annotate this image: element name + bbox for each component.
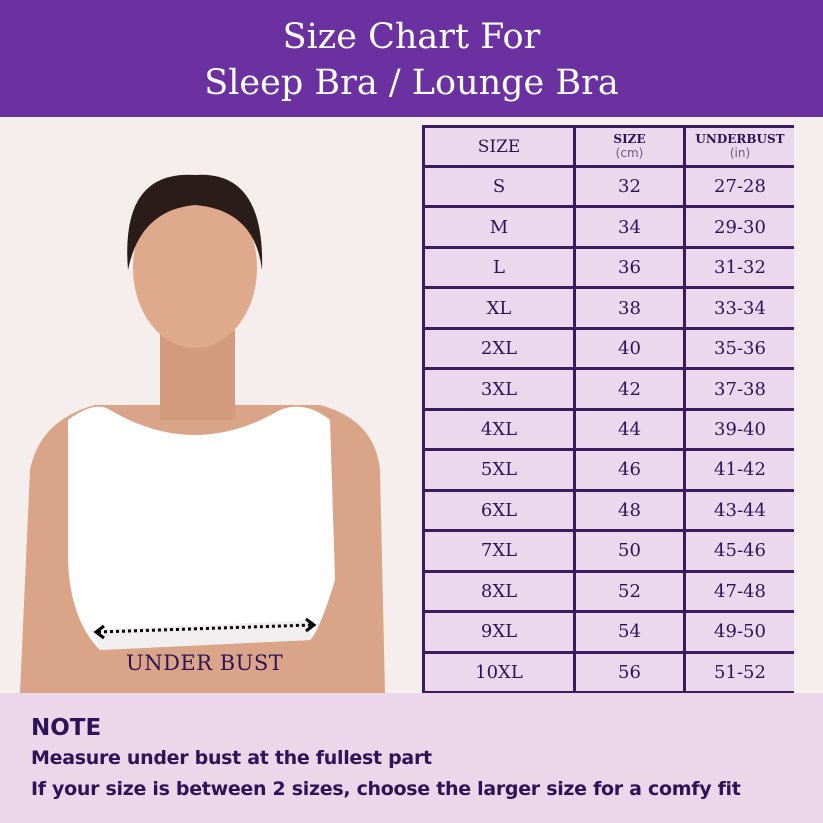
size-cm-cell: 50 — [576, 532, 683, 570]
underbust-cell: 39-40 — [686, 410, 794, 449]
size-cm-cell: 46 — [576, 451, 683, 489]
page-header: Size Chart For Sleep Bra / Lounge Bra — [0, 0, 823, 117]
size-cm-cell: 44 — [576, 410, 683, 449]
underbust-cell: 49-50 — [686, 613, 794, 651]
title-line-2: Sleep Bra / Lounge Bra — [204, 63, 619, 103]
underbust-cell: 35-36 — [686, 329, 794, 368]
header-cell-underbust: UNDERBUST (in) — [686, 128, 794, 165]
title-line-1: Size Chart For — [282, 17, 541, 57]
header-cell-size-cm: SIZE (cm) — [576, 128, 683, 165]
underbust-cell: 43-44 — [686, 491, 794, 530]
note-title: NOTE — [31, 715, 102, 741]
size-cm-cell: 42 — [576, 370, 683, 408]
size-cell: 10XL — [425, 653, 573, 691]
size-cell: XL — [425, 289, 573, 327]
underbust-cell: 31-32 — [686, 248, 794, 287]
note-line: If your size is between 2 sizes, choose … — [31, 778, 741, 800]
size-cell: M — [425, 208, 573, 246]
size-cell: 7XL — [425, 532, 573, 570]
size-cm-cell: 54 — [576, 613, 683, 651]
header-cell-size: SIZE — [425, 128, 573, 165]
size-cell: 8XL — [425, 572, 573, 611]
size-cell: 6XL — [425, 491, 573, 530]
size-cell: 3XL — [425, 370, 573, 408]
size-cm-cell: 48 — [576, 491, 683, 530]
size-cell: 9XL — [425, 613, 573, 651]
underbust-cell: 27-28 — [686, 168, 794, 206]
header-unit: (in) — [729, 146, 751, 160]
underbust-cell: 51-52 — [686, 653, 794, 691]
size-cell: L — [425, 248, 573, 287]
header-title: SIZE — [477, 136, 521, 157]
underbust-cell: 33-34 — [686, 289, 794, 327]
size-cm-cell: 40 — [576, 329, 683, 368]
size-cm-cell: 56 — [576, 653, 683, 691]
underbust-cell: 29-30 — [686, 208, 794, 246]
note-section: NOTE Measure under bust at the fullest p… — [0, 693, 823, 823]
size-cell: 2XL — [425, 329, 573, 368]
header-unit: (cm) — [615, 146, 644, 160]
header-title: SIZE — [613, 132, 646, 146]
under-bust-label: UNDER BUST — [126, 651, 284, 675]
size-cm-cell: 38 — [576, 289, 683, 327]
size-cell: S — [425, 168, 573, 206]
underbust-cell: 37-38 — [686, 370, 794, 408]
note-line: Measure under bust at the fullest part — [31, 747, 432, 769]
size-cm-cell: 36 — [576, 248, 683, 287]
header-title: UNDERBUST — [695, 132, 785, 146]
underbust-cell: 47-48 — [686, 572, 794, 611]
size-cm-cell: 32 — [576, 168, 683, 206]
size-chart-table: SIZE SIZE (cm) UNDERBUST (in) S 32 27-28 M 34 2… — [422, 125, 794, 694]
size-cell: 5XL — [425, 451, 573, 489]
size-cell: 4XL — [425, 410, 573, 449]
size-cm-cell: 34 — [576, 208, 683, 246]
underbust-cell: 45-46 — [686, 532, 794, 570]
underbust-cell: 41-42 — [686, 451, 794, 489]
model-photo — [0, 117, 420, 693]
size-cm-cell: 52 — [576, 572, 683, 611]
